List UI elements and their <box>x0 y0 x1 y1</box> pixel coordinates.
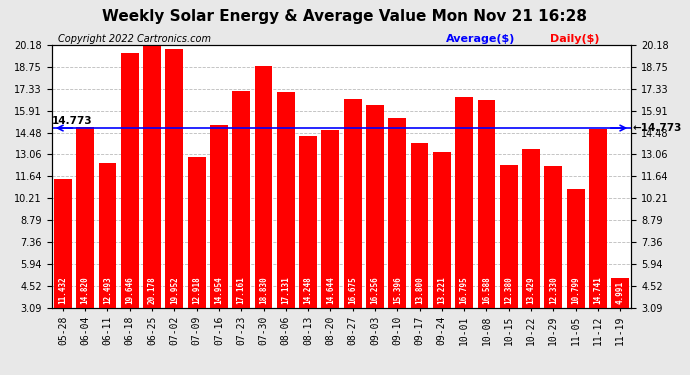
Text: 16.588: 16.588 <box>482 277 491 304</box>
Bar <box>388 118 406 355</box>
Bar <box>77 128 94 355</box>
Bar <box>344 99 362 355</box>
Text: 20.178: 20.178 <box>148 277 157 304</box>
Text: 14.741: 14.741 <box>593 277 602 304</box>
Text: 11.432: 11.432 <box>59 277 68 304</box>
Bar <box>611 278 629 355</box>
Bar <box>54 179 72 355</box>
Bar <box>166 48 184 355</box>
Text: 14.954: 14.954 <box>215 277 224 304</box>
Bar <box>366 105 384 355</box>
Bar <box>233 92 250 355</box>
Bar <box>522 149 540 355</box>
Bar <box>188 156 206 355</box>
Bar <box>277 92 295 355</box>
Text: 14.248: 14.248 <box>304 277 313 304</box>
Text: Copyright 2022 Cartronics.com: Copyright 2022 Cartronics.com <box>57 34 210 44</box>
Text: Average($): Average($) <box>446 34 515 44</box>
Bar <box>143 45 161 355</box>
Text: 14.820: 14.820 <box>81 277 90 304</box>
Bar <box>299 136 317 355</box>
Text: 16.256: 16.256 <box>371 277 380 304</box>
Text: 13.800: 13.800 <box>415 277 424 304</box>
Text: 16.675: 16.675 <box>348 277 357 304</box>
Bar <box>455 97 473 355</box>
Text: 17.131: 17.131 <box>282 277 290 304</box>
Bar <box>544 166 562 355</box>
Text: Daily($): Daily($) <box>550 34 600 44</box>
Text: 19.646: 19.646 <box>126 277 135 304</box>
Text: 13.221: 13.221 <box>437 277 446 304</box>
Text: 12.380: 12.380 <box>504 277 513 304</box>
Text: 12.330: 12.330 <box>549 277 558 304</box>
Text: 14.644: 14.644 <box>326 277 335 304</box>
Bar <box>477 100 495 355</box>
Bar <box>411 143 428 355</box>
Text: 14.773: 14.773 <box>52 116 92 126</box>
Text: 4.991: 4.991 <box>615 281 624 304</box>
Bar <box>566 189 584 355</box>
Bar <box>121 53 139 355</box>
Text: 16.795: 16.795 <box>460 277 469 304</box>
Bar <box>322 130 339 355</box>
Text: 13.429: 13.429 <box>526 277 535 304</box>
Text: Weekly Solar Energy & Average Value Mon Nov 21 16:28: Weekly Solar Energy & Average Value Mon … <box>103 9 587 24</box>
Text: 19.952: 19.952 <box>170 277 179 304</box>
Text: 17.161: 17.161 <box>237 277 246 304</box>
Bar <box>500 165 518 355</box>
Text: 12.918: 12.918 <box>192 277 201 304</box>
Text: 18.830: 18.830 <box>259 277 268 304</box>
Text: ←14.773: ←14.773 <box>633 123 682 133</box>
Bar <box>433 152 451 355</box>
Bar <box>99 163 117 355</box>
Text: 15.396: 15.396 <box>393 277 402 304</box>
Bar <box>589 129 607 355</box>
Bar <box>255 66 273 355</box>
Bar <box>210 125 228 355</box>
Text: 12.493: 12.493 <box>103 277 112 304</box>
Text: 10.799: 10.799 <box>571 277 580 304</box>
